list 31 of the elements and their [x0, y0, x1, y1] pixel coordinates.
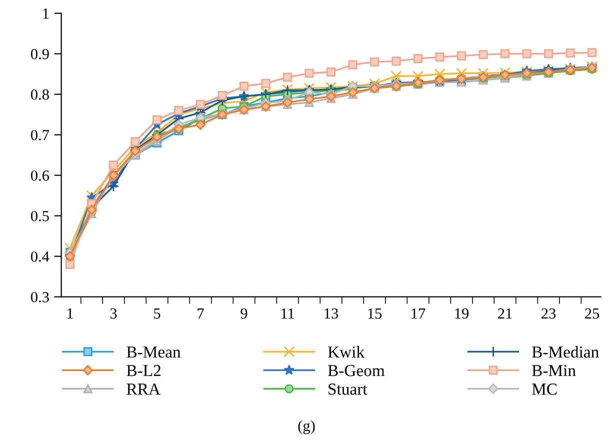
x-tick-label: 9: [240, 308, 248, 319]
y-tick-label: 0.8: [30, 89, 49, 100]
legend-label: RRA: [126, 384, 160, 395]
x-tick-label: 13: [324, 308, 338, 319]
x-tick-label: 23: [542, 308, 556, 319]
legend-label: B-Min: [532, 365, 576, 376]
x-tick-label: 25: [585, 308, 600, 319]
x-tick-label: 11: [282, 308, 294, 319]
x-tick-label: 7: [198, 308, 204, 319]
x-tick-label: 17: [412, 308, 426, 319]
y-tick-label: 0.3: [30, 292, 49, 302]
y-tick-label: 1: [43, 8, 49, 19]
y-tick-label: 0.6: [30, 170, 50, 181]
legend-label: MC: [532, 384, 557, 395]
x-tick-label: 21: [498, 308, 512, 319]
x-tick-label: 3: [110, 308, 117, 319]
y-tick-label: 0.9: [30, 48, 49, 60]
y-tick-label: 0.4: [30, 251, 50, 262]
x-tick-label: 15: [368, 308, 382, 319]
legend-label: B-Mean: [126, 346, 181, 358]
x-tick-label: 19: [455, 308, 469, 319]
legend-label: B-Median: [532, 346, 599, 358]
x-tick-label: 5: [154, 308, 160, 319]
legend-label: B-Geom: [328, 365, 385, 376]
y-tick-label: 0.5: [30, 210, 49, 222]
legend-label: Stuart: [328, 384, 368, 395]
text: (g): [298, 420, 315, 434]
legend-label: Kwik: [328, 346, 365, 358]
legend-label: B-L2: [126, 365, 160, 376]
y-tick-label: 0.7: [30, 130, 50, 140]
x-tick-label: 1: [68, 308, 73, 319]
